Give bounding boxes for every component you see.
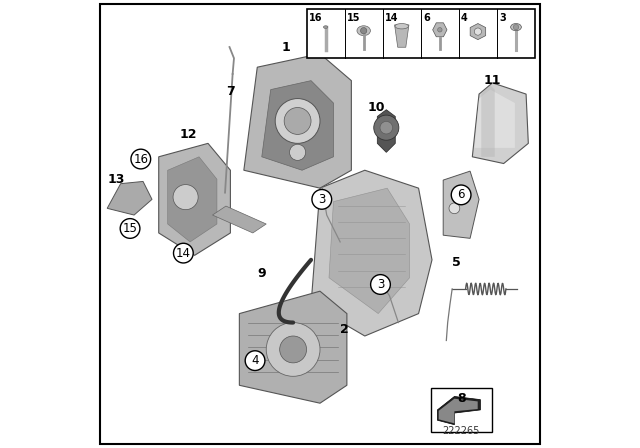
Text: 222265: 222265: [442, 426, 480, 436]
Circle shape: [275, 99, 320, 143]
Circle shape: [360, 28, 367, 34]
Polygon shape: [311, 170, 432, 336]
Text: 14: 14: [176, 246, 191, 260]
Ellipse shape: [511, 23, 522, 30]
Circle shape: [280, 336, 307, 363]
Circle shape: [513, 24, 518, 30]
Bar: [431, 388, 492, 432]
Text: 13: 13: [108, 172, 125, 186]
Polygon shape: [329, 188, 410, 314]
Text: 4: 4: [461, 13, 468, 23]
Polygon shape: [439, 399, 477, 423]
Polygon shape: [472, 83, 529, 164]
Circle shape: [451, 185, 471, 205]
Circle shape: [266, 323, 320, 376]
Circle shape: [374, 115, 399, 140]
Circle shape: [449, 203, 460, 214]
Text: 8: 8: [457, 392, 465, 405]
Text: 10: 10: [367, 101, 385, 114]
Circle shape: [474, 28, 481, 35]
Text: 14: 14: [385, 13, 399, 23]
Polygon shape: [475, 90, 515, 148]
Text: 3: 3: [377, 278, 384, 291]
Text: 15: 15: [123, 222, 138, 235]
Polygon shape: [244, 54, 351, 188]
Text: 3: 3: [499, 13, 506, 23]
Text: 16: 16: [133, 152, 148, 166]
Circle shape: [131, 149, 150, 169]
Circle shape: [289, 144, 306, 160]
Circle shape: [438, 28, 442, 32]
Text: 11: 11: [484, 74, 501, 87]
Circle shape: [245, 351, 265, 370]
Polygon shape: [159, 143, 230, 255]
Ellipse shape: [357, 26, 371, 36]
Polygon shape: [262, 81, 333, 170]
Circle shape: [173, 243, 193, 263]
Text: 3: 3: [318, 193, 326, 206]
Circle shape: [371, 275, 390, 294]
Circle shape: [312, 190, 332, 209]
Circle shape: [380, 121, 392, 134]
Text: 6: 6: [423, 13, 430, 23]
Text: 2: 2: [340, 323, 349, 336]
Polygon shape: [443, 171, 479, 238]
Polygon shape: [212, 206, 266, 233]
Text: 15: 15: [347, 13, 360, 23]
Text: 7: 7: [226, 85, 235, 99]
Polygon shape: [433, 23, 447, 37]
Ellipse shape: [323, 26, 328, 29]
Polygon shape: [395, 25, 409, 47]
Text: 6: 6: [458, 188, 465, 202]
Polygon shape: [108, 181, 152, 215]
Polygon shape: [378, 110, 396, 152]
Text: 4: 4: [252, 354, 259, 367]
Polygon shape: [239, 291, 347, 403]
Text: 16: 16: [309, 13, 323, 23]
Polygon shape: [481, 85, 495, 157]
Polygon shape: [168, 157, 217, 242]
Circle shape: [173, 185, 198, 210]
Bar: [307, 9, 535, 58]
Text: 9: 9: [257, 267, 266, 280]
Polygon shape: [470, 23, 486, 40]
Circle shape: [120, 219, 140, 238]
Polygon shape: [437, 396, 481, 425]
Text: 5: 5: [452, 255, 461, 269]
Ellipse shape: [395, 23, 408, 29]
Circle shape: [284, 108, 311, 134]
Text: 1: 1: [282, 40, 291, 54]
Text: 12: 12: [179, 128, 196, 141]
